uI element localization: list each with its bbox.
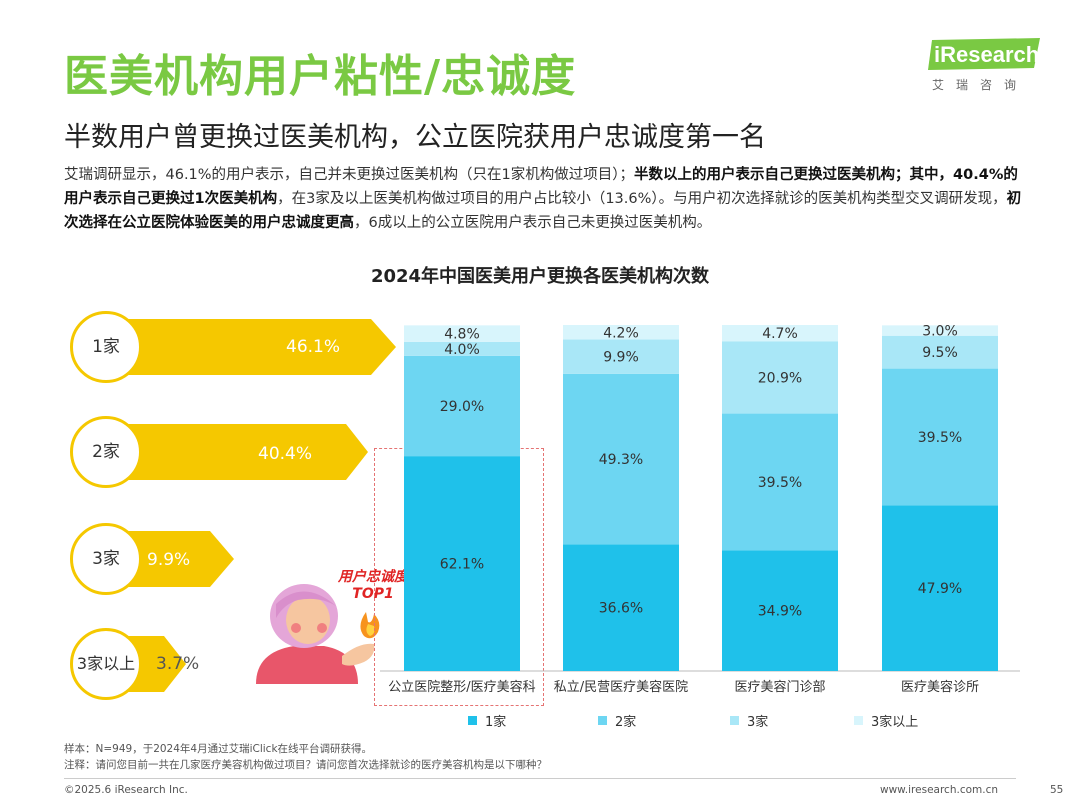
legend-swatch: [468, 716, 477, 725]
website-link[interactable]: www.iresearch.com.cn: [880, 784, 999, 796]
bar-segment: [882, 368, 998, 506]
logo-background: [928, 38, 1040, 70]
left-item-value: 3.7%: [156, 654, 200, 674]
bar-segment: [563, 325, 679, 340]
legend-item-3: 3家: [730, 711, 768, 730]
category-label: 私立/民营医疗美容医院: [554, 679, 688, 695]
page-subtitle: 半数用户曾更换过医美机构，公立医院获用户忠诚度第一名: [64, 122, 766, 153]
bar-segment: [404, 456, 520, 671]
bar-segment: [722, 550, 838, 671]
left-item-label: 3家: [70, 523, 142, 595]
chart-title: 2024年中国医美用户更换各医美机构次数: [370, 266, 710, 287]
legend-label: 3家以上: [871, 715, 919, 730]
legend-item-1: 1家: [468, 711, 506, 730]
data-label: 36.6%: [599, 601, 643, 617]
iresearch-logo: iResearch 艾瑞咨询: [928, 38, 1048, 94]
data-label: 47.9%: [918, 581, 962, 597]
question-note: 注释：请问您目前一共在几家医疗美容机构做过项目？请问您首次选择就诊的医疗美容机构…: [64, 759, 547, 771]
arrow-bar-2: [106, 424, 368, 480]
data-label: 4.0%: [444, 342, 480, 358]
left-item-value: 9.9%: [147, 550, 191, 570]
bar-segment: [882, 505, 998, 671]
summary-bold-1: 半数以上的用户表示自己更换过医美机构；其中，40.4%的用户表示自己更换过1次医…: [64, 167, 1018, 207]
summary-text-1: 艾瑞调研显示，46.1%的用户表示，自己并未更换过医美机构（只在1家机构做过项目…: [64, 167, 635, 183]
data-label: 29.0%: [440, 399, 484, 415]
data-label: 4.8%: [444, 327, 480, 343]
data-label: 3.0%: [922, 324, 958, 340]
bar-segment: [404, 325, 520, 342]
category-label: 医疗美容门诊部: [734, 679, 825, 695]
logo-subtext: 艾瑞咨询: [932, 78, 1029, 92]
data-label: 20.9%: [758, 370, 802, 386]
summary-paragraph: 艾瑞调研显示，46.1%的用户表示，自己并未更换过医美机构（只在1家机构做过项目…: [64, 163, 1024, 235]
left-item-value: 46.1%: [286, 337, 341, 357]
left-item-label: 3家以上: [70, 628, 142, 700]
bar-segment: [563, 373, 679, 545]
bar-segment: [722, 325, 838, 342]
stacked-bar-chart: 62.1% 29.0% 4.0%4.8% 公立医院整形/医疗美容科 36.6% 49.3%…: [380, 324, 1020, 695]
loyalty-callout: 用户忠诚度 TOP1: [338, 569, 408, 603]
bar-segment: [404, 355, 520, 457]
data-label: 34.9%: [758, 604, 802, 620]
data-label: 4.7%: [762, 326, 798, 342]
sample-note: 样本：N=949，于2024年4月通过艾瑞iClick在线平台调研获得。: [64, 743, 373, 755]
data-label: 39.5%: [758, 475, 802, 491]
page-title: 医美机构用户粘性/忠诚度: [64, 51, 577, 102]
data-label: 49.3%: [599, 452, 643, 468]
page-number: 55: [1050, 784, 1064, 796]
bar-segment: [563, 339, 679, 374]
left-item-label: 1家: [70, 311, 142, 383]
bar-segment: [563, 544, 679, 671]
bar-segment: [882, 325, 998, 336]
data-label: 39.5%: [918, 430, 962, 446]
loyalty-callout-line1: 用户忠诚度: [338, 569, 408, 585]
summary-text-3: ，6成以上的公立医院用户表示自己未更换过医美机构。: [354, 215, 712, 231]
summary-bold-2: 初次选择在公立医院体验医美的用户忠诚度更高: [64, 191, 1022, 231]
footer-divider: [64, 778, 1016, 779]
legend-item-4: 3家以上: [854, 711, 918, 730]
data-label: 9.5%: [922, 345, 958, 361]
data-label: 4.2%: [603, 325, 639, 341]
left-item-label: 2家: [70, 416, 142, 488]
legend-label: 2家: [615, 715, 637, 730]
legend-swatch: [598, 716, 607, 725]
bar-segment: [882, 335, 998, 369]
legend-label: 1家: [485, 715, 507, 730]
bar-segment: [722, 413, 838, 551]
loyalty-callout-line2: TOP1: [352, 586, 394, 602]
summary-text-2: ，在3家及以上医美机构做过项目的用户占比较小（13.6%）。与用户初次选择就诊的…: [277, 191, 1007, 207]
legend-item-2: 2家: [598, 711, 636, 730]
bar-segment: [722, 341, 838, 414]
legend-swatch: [854, 716, 863, 725]
logo-text: iResearch: [934, 42, 1040, 67]
data-label: 9.9%: [603, 350, 639, 366]
category-label: 医疗美容诊所: [901, 679, 979, 695]
copyright: ©2025.6 iResearch Inc.: [64, 784, 188, 796]
legend-swatch: [730, 716, 739, 725]
category-label: 公立医院整形/医疗美容科: [388, 679, 535, 695]
person-illustration: [256, 584, 380, 684]
bar-segment: [404, 341, 520, 356]
arrow-bar-1: [106, 319, 396, 375]
chart-legend: 1家 2家 3家 3家以上: [468, 711, 1028, 731]
left-item-value: 40.4%: [258, 444, 313, 464]
data-label: 62.1%: [440, 557, 484, 573]
legend-label: 3家: [747, 715, 769, 730]
